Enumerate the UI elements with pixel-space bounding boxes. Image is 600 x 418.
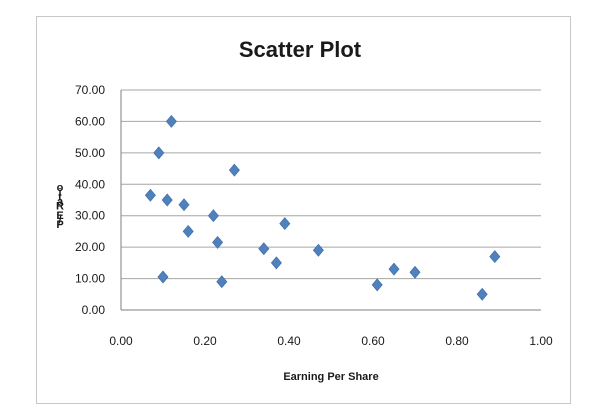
- y-axis-label-char: P: [56, 219, 63, 231]
- x-tick-label: 0.00: [109, 334, 133, 348]
- y-tick-label: 50.00: [75, 146, 105, 160]
- y-tick-label: 30.00: [75, 209, 105, 223]
- x-tick-labels: 0.00 0.20 0.40 0.60 0.80 1.00: [109, 334, 553, 348]
- data-points: [144, 114, 501, 301]
- x-tick-label: 0.40: [277, 334, 301, 348]
- data-point: [371, 278, 383, 292]
- data-point: [157, 270, 169, 284]
- data-point: [144, 188, 156, 202]
- y-axis-label-char: o: [57, 182, 64, 194]
- data-point: [312, 243, 324, 257]
- data-point: [228, 163, 240, 177]
- x-tick-label: 0.60: [361, 334, 385, 348]
- y-tick-label: 0.00: [82, 303, 106, 317]
- data-point: [489, 250, 501, 264]
- data-point: [207, 209, 219, 223]
- data-point: [270, 256, 282, 270]
- y-axis-label-char: R: [56, 201, 64, 213]
- data-point: [258, 242, 270, 256]
- y-axis-label-char: /: [58, 214, 61, 226]
- x-tick-label: 0.20: [193, 334, 217, 348]
- data-point: [153, 146, 165, 160]
- x-tick-label: 1.00: [529, 334, 553, 348]
- chart-title: Scatter Plot: [239, 37, 362, 62]
- y-tick-label: 10.00: [75, 272, 105, 286]
- x-axis-label: Earning Per Share: [283, 371, 378, 383]
- axes: [120, 90, 541, 311]
- x-tick-label: 0.80: [445, 334, 469, 348]
- data-point: [409, 265, 421, 279]
- data-point: [178, 198, 190, 212]
- data-point: [165, 114, 177, 128]
- data-point: [212, 235, 224, 249]
- data-point: [216, 275, 228, 289]
- data-point: [388, 262, 400, 276]
- y-tick-label: 40.00: [75, 177, 105, 191]
- data-point: [161, 193, 173, 207]
- y-axis-label-char: i: [58, 187, 61, 199]
- y-axis-label-char: a: [57, 196, 64, 208]
- y-tick-labels: 0.00 10.00 20.00 30.00 40.00 50.00 60.00 70.00: [75, 83, 105, 317]
- chart-area: [36, 16, 571, 404]
- data-point: [182, 224, 194, 238]
- y-axis-label-char: t: [58, 191, 62, 203]
- y-tick-label: 20.00: [75, 240, 105, 254]
- y-axis-label-char: E: [56, 210, 63, 222]
- data-point: [476, 287, 488, 301]
- y-tick-label: 70.00: [75, 83, 105, 97]
- data-point: [279, 217, 291, 231]
- y-tick-label: 60.00: [75, 114, 105, 128]
